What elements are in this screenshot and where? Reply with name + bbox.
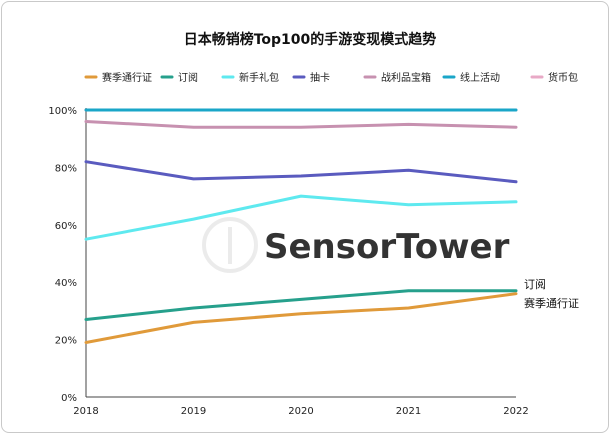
- x-tick-label: 2018: [73, 406, 98, 417]
- series-end-label: 订阅: [524, 278, 546, 291]
- legend-item: 战利品宝箱: [363, 71, 431, 84]
- chart-title: 日本畅销榜Top100的手游变现模式趋势: [184, 31, 437, 48]
- series-line: [84, 160, 518, 184]
- series-line: [84, 292, 518, 344]
- y-tick-label: 20%: [55, 336, 77, 347]
- legend-label: 订阅: [178, 71, 198, 84]
- legend-label: 货币包: [548, 71, 578, 84]
- y-tick-label: 100%: [48, 106, 77, 117]
- legend-item: 订阅: [160, 71, 198, 84]
- y-tick-label: 0%: [61, 393, 77, 404]
- legend-item: 线上活动: [442, 71, 500, 84]
- y-tick-label: 80%: [55, 163, 77, 174]
- legend-label: 赛季通行证: [102, 71, 152, 84]
- legend-item: 货币包: [530, 71, 578, 84]
- x-tick-label: 2022: [503, 406, 528, 417]
- x-tick-label: 2019: [181, 406, 206, 417]
- series-end-label: 赛季通行证: [524, 296, 579, 310]
- legend-item: 抽卡: [292, 71, 330, 84]
- series-line: [84, 289, 518, 321]
- x-tick-label: 2020: [288, 406, 313, 417]
- y-tick-label: 40%: [55, 278, 77, 289]
- watermark-text: SensorTower: [264, 227, 510, 267]
- legend-item: 新手礼包: [221, 71, 279, 84]
- y-tick-label: 60%: [55, 221, 77, 232]
- legend-label: 线上活动: [460, 71, 500, 84]
- series-line: [84, 120, 518, 129]
- legend-item: 赛季通行证: [84, 71, 152, 84]
- legend-label: 战利品宝箱: [381, 71, 431, 84]
- legend-label: 抽卡: [310, 71, 330, 84]
- watermark-logo-icon: [202, 217, 258, 273]
- series-line: [84, 194, 518, 241]
- x-tick-label: 2021: [396, 406, 421, 417]
- legend-label: 新手礼包: [239, 71, 279, 84]
